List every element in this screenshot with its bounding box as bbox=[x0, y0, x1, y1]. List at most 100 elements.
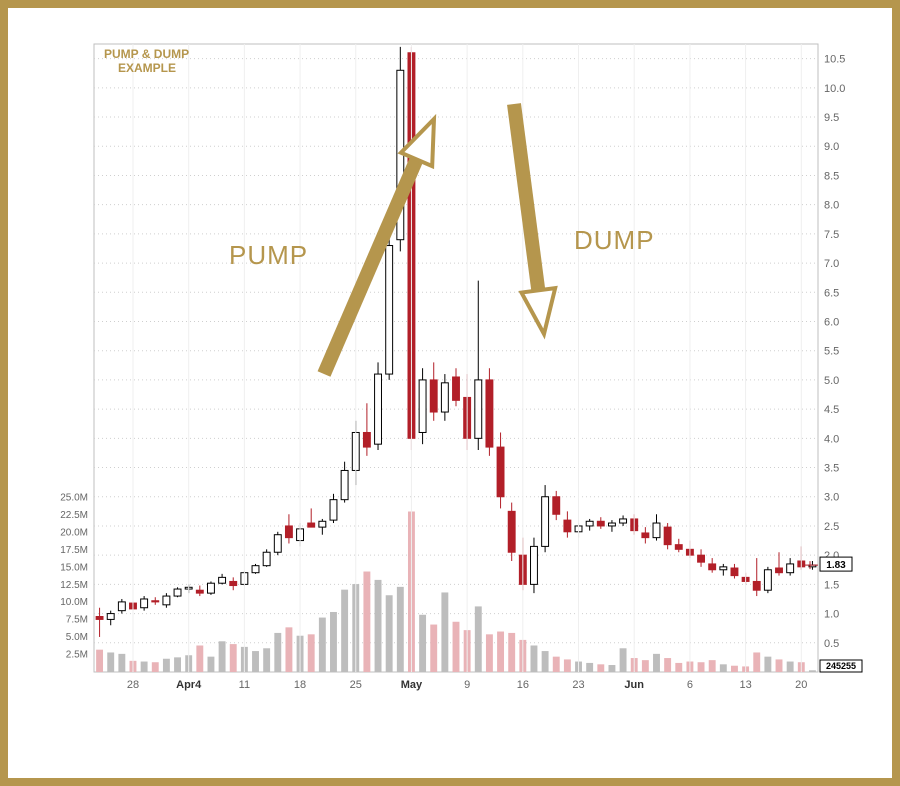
volume-bar bbox=[497, 632, 504, 672]
svg-text:May: May bbox=[401, 679, 423, 691]
candle-body bbox=[419, 380, 426, 433]
candle-body bbox=[698, 555, 705, 562]
volume-bar bbox=[196, 645, 203, 672]
candle-body bbox=[219, 577, 226, 583]
svg-text:EXAMPLE: EXAMPLE bbox=[118, 61, 176, 75]
svg-text:11: 11 bbox=[239, 679, 250, 691]
svg-text:25.0M: 25.0M bbox=[60, 493, 88, 504]
svg-text:Jun: Jun bbox=[624, 679, 644, 691]
annotation-label: PUMP bbox=[229, 240, 308, 270]
volume-axis: 2.5M5.0M7.5M10.0M12.5M15.0M17.5M20.0M22.… bbox=[60, 493, 88, 661]
svg-text:9.5: 9.5 bbox=[824, 112, 839, 124]
candlestick-chart: 0.51.01.52.02.53.03.54.04.55.05.56.06.57… bbox=[34, 26, 866, 726]
candle-body bbox=[731, 568, 738, 576]
candle-body bbox=[709, 564, 716, 570]
volume-bar bbox=[397, 587, 404, 672]
candle-body bbox=[375, 374, 382, 444]
volume-bar bbox=[753, 652, 760, 672]
volume-bar bbox=[675, 663, 682, 672]
volume-bar bbox=[219, 641, 226, 672]
volume-bar bbox=[386, 595, 393, 672]
svg-text:Apr4: Apr4 bbox=[176, 679, 202, 691]
volume-bar bbox=[642, 660, 649, 672]
chart-container: 0.51.01.52.02.53.03.54.04.55.05.56.06.57… bbox=[34, 26, 866, 726]
volume-bar bbox=[430, 625, 437, 672]
arrow-head-icon bbox=[401, 119, 434, 166]
candle-body bbox=[675, 545, 682, 550]
candles bbox=[96, 47, 816, 637]
candle-body bbox=[96, 617, 103, 620]
svg-text:7.0: 7.0 bbox=[824, 258, 839, 270]
svg-text:9.0: 9.0 bbox=[824, 141, 839, 153]
svg-text:13: 13 bbox=[739, 679, 751, 691]
candle-body bbox=[553, 497, 560, 515]
chart-frame: 0.51.01.52.02.53.03.54.04.55.05.56.06.57… bbox=[0, 0, 900, 786]
svg-text:18: 18 bbox=[294, 679, 306, 691]
volume-bar bbox=[731, 666, 738, 672]
svg-text:22.5M: 22.5M bbox=[60, 510, 88, 521]
candle-body bbox=[230, 581, 237, 585]
volume-bar bbox=[330, 612, 337, 672]
volume-bar bbox=[274, 633, 281, 672]
candle-body bbox=[508, 511, 515, 552]
candle-body bbox=[664, 527, 671, 545]
candle-body bbox=[263, 552, 270, 565]
volume-bar bbox=[285, 627, 292, 672]
svg-text:2.5M: 2.5M bbox=[66, 650, 88, 661]
volume-bar bbox=[486, 634, 493, 672]
volume-bar bbox=[96, 650, 103, 672]
candle-body bbox=[285, 526, 292, 538]
svg-text:20.0M: 20.0M bbox=[60, 527, 88, 538]
svg-text:4.0: 4.0 bbox=[824, 433, 839, 445]
candle-body bbox=[453, 377, 460, 400]
volume-bar bbox=[152, 662, 159, 672]
svg-text:0.5: 0.5 bbox=[824, 638, 839, 650]
last-price-label: 1.83 bbox=[826, 560, 846, 571]
volume-bar bbox=[475, 606, 482, 672]
arrow-head-icon bbox=[521, 288, 555, 334]
volume-bar bbox=[764, 657, 771, 672]
last-volume-label: 245255 bbox=[826, 661, 856, 671]
candle-body bbox=[208, 583, 215, 593]
svg-text:5.0: 5.0 bbox=[824, 375, 839, 387]
volume-bar bbox=[141, 662, 148, 672]
volume-bar bbox=[709, 660, 716, 672]
svg-text:6.5: 6.5 bbox=[824, 287, 839, 299]
volume-bar bbox=[419, 615, 426, 672]
svg-text:5.5: 5.5 bbox=[824, 346, 839, 358]
volume-bar bbox=[441, 592, 448, 672]
svg-text:15.0M: 15.0M bbox=[60, 562, 88, 573]
svg-text:9: 9 bbox=[464, 679, 470, 691]
volume-bar bbox=[208, 657, 215, 672]
candle-body bbox=[753, 581, 760, 590]
volume-bar bbox=[308, 634, 315, 672]
volume-bar bbox=[453, 622, 460, 672]
candle-body bbox=[252, 566, 259, 573]
candle-body bbox=[107, 614, 114, 620]
svg-text:10.5: 10.5 bbox=[824, 54, 845, 66]
candle-body bbox=[620, 519, 627, 523]
volume-bar bbox=[776, 659, 783, 672]
last-price-tag: 1.83 bbox=[820, 557, 852, 571]
candle-body bbox=[486, 380, 493, 447]
svg-text:PUMP & DUMP: PUMP & DUMP bbox=[104, 47, 189, 61]
volume-bar bbox=[809, 670, 816, 672]
candle-body bbox=[497, 447, 504, 497]
candle-body bbox=[141, 599, 148, 608]
svg-text:6.0: 6.0 bbox=[824, 316, 839, 328]
candle-body bbox=[174, 589, 181, 596]
volume-bar bbox=[118, 654, 125, 672]
svg-text:20: 20 bbox=[795, 679, 807, 691]
candle-body bbox=[776, 568, 783, 573]
candle-body bbox=[196, 590, 203, 593]
candle-body bbox=[542, 497, 549, 547]
volume-bar bbox=[163, 659, 170, 672]
candle-body bbox=[274, 535, 281, 553]
volume-bar bbox=[664, 658, 671, 672]
candle-body bbox=[787, 564, 794, 573]
candle-body bbox=[363, 432, 370, 447]
price-grid bbox=[94, 59, 818, 643]
volume-bar bbox=[620, 648, 627, 672]
volume-bar bbox=[597, 664, 604, 672]
candle-body bbox=[152, 601, 159, 602]
